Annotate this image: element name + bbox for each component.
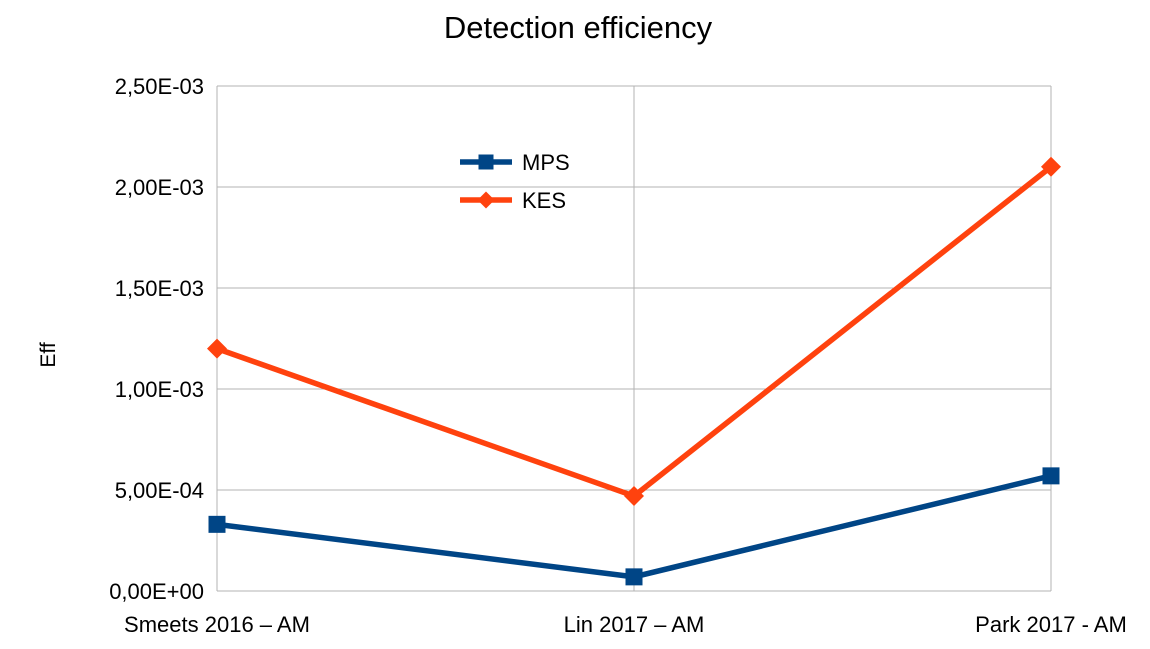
y-tick-label: 1,00E-03 xyxy=(115,377,204,402)
x-tick-label: Smeets 2016 – AM xyxy=(124,612,310,637)
legend-label-mps: MPS xyxy=(522,150,570,175)
data-point-mps xyxy=(1042,467,1060,485)
legend-marker-kes xyxy=(477,191,495,209)
series-layer xyxy=(207,156,1061,586)
y-axis-label: Eff xyxy=(37,342,60,367)
y-tick-label: 2,50E-03 xyxy=(115,74,204,99)
x-tick-label: Lin 2017 – AM xyxy=(564,612,705,637)
axis-layer: 0,00E+00 5,00E-04 1,00E-03 1,50E-03 2,00E-03… xyxy=(109,74,1127,637)
data-point-mps xyxy=(208,515,226,533)
legend: MPS KES xyxy=(460,150,570,213)
data-point-kes xyxy=(1041,156,1061,177)
legend-marker-mps xyxy=(478,154,494,170)
data-point-kes xyxy=(207,338,227,359)
data-point-kes xyxy=(624,486,644,507)
y-tick-label: 2,00E-03 xyxy=(115,175,204,200)
x-tick-label: Park 2017 - AM xyxy=(975,612,1127,637)
data-point-mps xyxy=(625,568,643,586)
y-tick-label: 0,00E+00 xyxy=(109,579,204,604)
legend-label-kes: KES xyxy=(522,188,566,213)
y-tick-label: 5,00E-04 xyxy=(115,478,204,503)
y-tick-label: 1,50E-03 xyxy=(115,276,204,301)
grid-layer xyxy=(216,85,1052,592)
chart-title: Detection efficiency xyxy=(444,10,713,45)
